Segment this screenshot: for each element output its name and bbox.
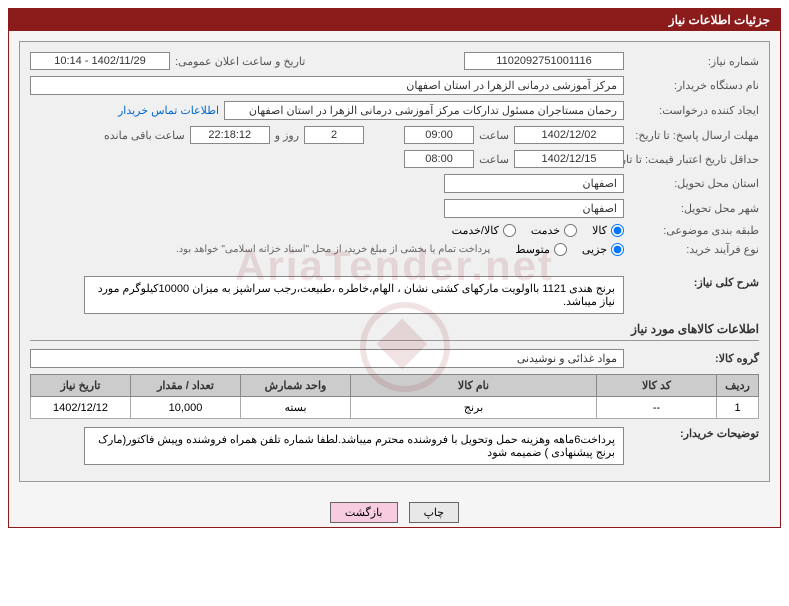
need-no-value: 1102092751001116 xyxy=(464,52,624,70)
radio-service-label: خدمت xyxy=(531,224,560,237)
th-qty: تعداد / مقدار xyxy=(131,375,241,397)
cell-row: 1 xyxy=(717,397,759,419)
response-date: 1402/12/02 xyxy=(514,126,624,144)
need-no-label: شماره نیاز: xyxy=(629,55,759,68)
buyer-org-value: مرکز آموزشی درمانی الزهرا در استان اصفها… xyxy=(30,76,624,95)
contact-buyer-link[interactable]: اطلاعات تماس خریدار xyxy=(118,104,219,117)
th-row: ردیف xyxy=(717,375,759,397)
radio-medium-label: متوسط xyxy=(515,243,550,256)
separator xyxy=(30,340,759,341)
button-row: چاپ بازگشت xyxy=(9,492,780,527)
response-time: 09:00 xyxy=(404,126,474,144)
response-deadline-label: مهلت ارسال پاسخ: تا تاریخ: xyxy=(629,129,759,142)
time-label-2: ساعت xyxy=(479,153,509,166)
buyer-notes-box: پرداخت6ماهه وهزینه حمل وتحویل با فروشنده… xyxy=(84,427,624,465)
process-label: نوع فرآیند خرید: xyxy=(629,243,759,256)
items-section-title: اطلاعات کالاهای مورد نیاز xyxy=(30,322,759,336)
requester-label: ایجاد کننده درخواست: xyxy=(629,104,759,117)
price-validity-time: 08:00 xyxy=(404,150,474,168)
hours-remain: 22:18:12 xyxy=(190,126,270,144)
main-container: جزئیات اطلاعات نیاز AriaTender.net شماره… xyxy=(8,8,781,528)
need-desc-label: شرح کلی نیاز: xyxy=(629,276,759,289)
delivery-province-label: استان محل تحویل: xyxy=(629,177,759,190)
th-date: تاریخ نیاز xyxy=(31,375,131,397)
radio-goods[interactable] xyxy=(611,224,624,237)
form-panel: AriaTender.net شماره نیاز: 1102092751001… xyxy=(19,41,770,482)
price-validity-date: 1402/12/15 xyxy=(514,150,624,168)
back-button[interactable]: بازگشت xyxy=(330,502,398,523)
radio-partial-label: جزیی xyxy=(582,243,607,256)
category-label: طبقه بندی موضوعی: xyxy=(629,224,759,237)
goods-group-label: گروه کالا: xyxy=(629,352,759,365)
buyer-org-label: نام دستگاه خریدار: xyxy=(629,79,759,92)
cell-date: 1402/12/12 xyxy=(31,397,131,419)
th-unit: واحد شمارش xyxy=(241,375,351,397)
th-name: نام کالا xyxy=(351,375,597,397)
announce-label: تاریخ و ساعت اعلان عمومی: xyxy=(175,55,305,68)
th-code: کد کالا xyxy=(597,375,717,397)
radio-goods-label: کالا xyxy=(592,224,607,237)
remain-label: ساعت باقی مانده xyxy=(104,129,185,142)
radio-service[interactable] xyxy=(564,224,577,237)
print-button[interactable]: چاپ xyxy=(409,502,460,523)
goods-group-value: مواد غذائی و نوشیدنی xyxy=(30,349,624,368)
radio-medium[interactable] xyxy=(554,243,567,256)
announce-value: 1402/11/29 - 10:14 xyxy=(30,52,170,70)
time-label-1: ساعت xyxy=(479,129,509,142)
need-desc-box: برنج هندی 1121 بااولویت مارکهای کشتی نشا… xyxy=(84,276,624,314)
delivery-city-label: شهر محل تحویل: xyxy=(629,202,759,215)
requester-value: رحمان مستاجران مسئول تدارکات مرکز آموزشی… xyxy=(224,101,624,120)
radio-goods-service[interactable] xyxy=(503,224,516,237)
cell-qty: 10,000 xyxy=(131,397,241,419)
cell-name: برنج xyxy=(351,397,597,419)
buyer-notes-label: توضیحات خریدار: xyxy=(629,427,759,440)
days-label: روز و xyxy=(275,129,299,142)
radio-partial[interactable] xyxy=(611,243,624,256)
header-title: جزئیات اطلاعات نیاز xyxy=(669,13,770,27)
header-bar: جزئیات اطلاعات نیاز xyxy=(9,9,780,31)
delivery-city: اصفهان xyxy=(444,199,624,218)
category-radio-group: کالا خدمت کالا/خدمت xyxy=(452,224,624,237)
cell-unit: بسته xyxy=(241,397,351,419)
radio-goods-service-label: کالا/خدمت xyxy=(452,224,499,237)
days-remain: 2 xyxy=(304,126,364,144)
process-radio-group: جزیی متوسط xyxy=(515,243,624,256)
table-header-row: ردیف کد کالا نام کالا واحد شمارش تعداد /… xyxy=(31,375,759,397)
process-note: پرداخت تمام یا بخشی از مبلغ خرید، از محل… xyxy=(176,244,490,255)
price-validity-label: حداقل تاریخ اعتبار قیمت: تا تاریخ: xyxy=(629,153,759,166)
items-table: ردیف کد کالا نام کالا واحد شمارش تعداد /… xyxy=(30,374,759,419)
delivery-province: اصفهان xyxy=(444,174,624,193)
cell-code: -- xyxy=(597,397,717,419)
table-row: 1 -- برنج بسته 10,000 1402/12/12 xyxy=(31,397,759,419)
